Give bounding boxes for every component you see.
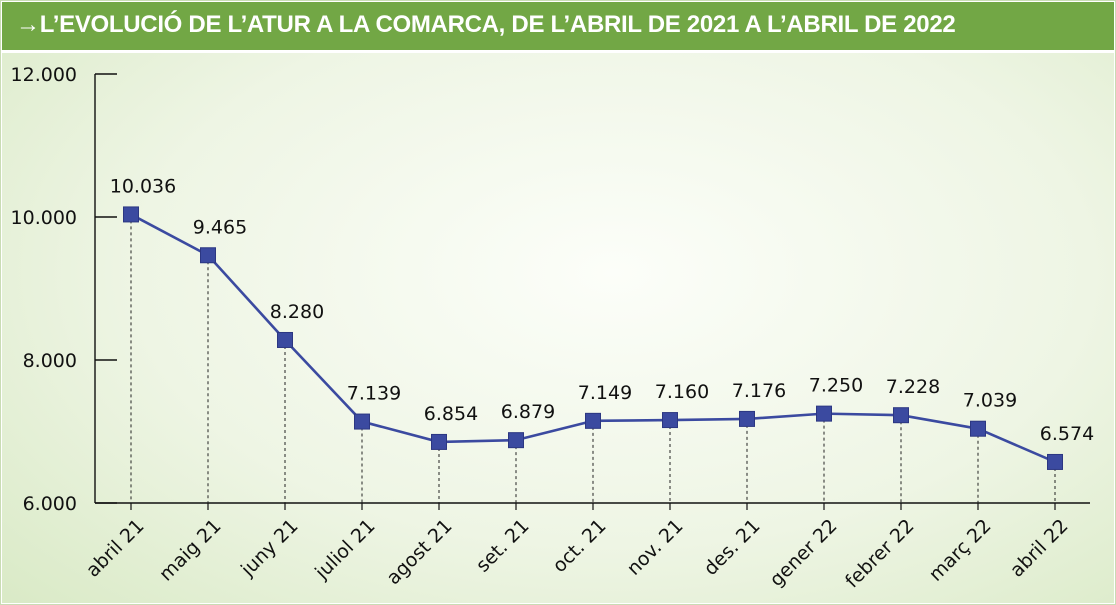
data-point	[970, 420, 986, 437]
data-label: 10.036	[110, 175, 176, 197]
x-tick-label: maig 21	[155, 515, 226, 586]
data-point	[893, 407, 909, 424]
data-label: 6.879	[501, 401, 555, 423]
x-tick-label: abril 21	[82, 515, 149, 582]
x-tick-label: nov. 21	[623, 515, 688, 580]
data-label: 6.854	[424, 403, 478, 425]
data-point	[816, 405, 832, 422]
data-label: 9.465	[193, 216, 247, 238]
x-tick-label: abril 22	[1006, 515, 1073, 582]
x-tick-label: juny 21	[236, 515, 302, 581]
y-tick-label: 10.000	[11, 207, 77, 229]
data-point	[585, 412, 601, 429]
data-label: 7.228	[886, 376, 940, 398]
data-point	[123, 206, 139, 223]
data-point	[662, 412, 678, 429]
y-tick-label: 6.000	[23, 493, 77, 515]
data-label: 6.574	[1040, 423, 1094, 445]
plot-background	[2, 53, 1114, 603]
y-tick-label: 8.000	[23, 350, 77, 372]
data-label: 7.149	[578, 382, 632, 404]
x-tick-label: gener 22	[766, 515, 842, 591]
x-tick-label: set. 21	[472, 515, 534, 577]
data-point	[354, 413, 370, 430]
x-tick-label: març 22	[925, 515, 996, 586]
data-label: 8.280	[270, 301, 324, 323]
x-tick-label: febrer 22	[841, 515, 918, 592]
x-tick-label: des. 21	[700, 515, 765, 580]
data-label: 7.139	[347, 383, 401, 405]
arrow-icon: →	[16, 11, 40, 38]
data-label: 7.176	[732, 380, 786, 402]
chart-title-text: L’EVOLUCIÓ DE L’ATUR A LA COMARCA, DE L’…	[39, 11, 956, 38]
x-tick-label: juliol 21	[310, 515, 379, 584]
data-point	[277, 331, 293, 348]
data-point	[431, 433, 447, 450]
data-label: 7.160	[655, 381, 709, 403]
data-point	[508, 432, 524, 449]
data-point	[200, 247, 216, 264]
x-tick-label: oct. 21	[548, 515, 610, 577]
data-point	[739, 410, 755, 427]
chart-title: →L’EVOLUCIÓ DE L’ATUR A LA COMARCA, DE L…	[16, 11, 956, 39]
chart-header: →L’EVOLUCIÓ DE L’ATUR A LA COMARCA, DE L…	[2, 2, 1114, 50]
data-label: 7.250	[809, 375, 863, 397]
x-tick-label: agost 21	[382, 515, 456, 589]
data-point	[1047, 453, 1063, 470]
data-label: 7.039	[963, 390, 1017, 412]
y-tick-label: 12.000	[11, 64, 77, 86]
